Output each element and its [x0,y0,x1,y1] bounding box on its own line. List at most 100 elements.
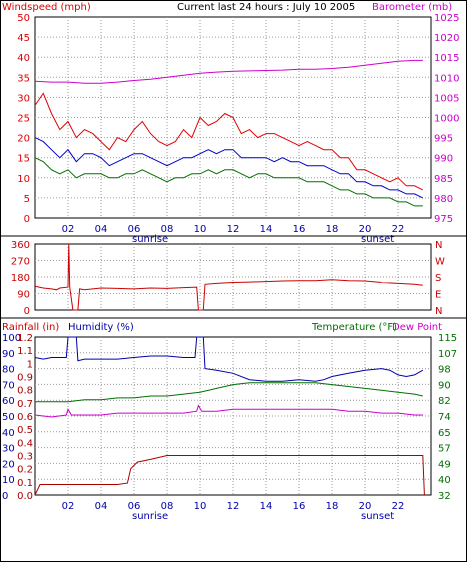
temperature-tick: 98 [438,365,451,376]
barometer-tick: 1025 [434,13,459,24]
temperature-tick: 65 [438,428,451,439]
sunrise-label-3: sunrise [132,511,168,522]
x-tick-label: 16 [293,501,306,512]
direction-series [34,243,423,311]
windspeed-axis-label: Windspeed (mph) [2,2,91,13]
baro-series-line [34,59,423,84]
humidity-tick: 100 [2,333,21,344]
humidity-tick: 10 [2,475,15,486]
avg-series-line [34,137,424,199]
direction-compass-tick: S [435,273,441,284]
x-tick-label: 10 [194,501,207,512]
rainfall-tick: 0.2 [17,465,33,476]
windspeed-tick: 30 [17,93,30,104]
windspeed-tick: 35 [17,73,30,84]
rainfall-tick: 0.5 [17,425,33,436]
x-tick-label: 18 [326,224,339,235]
barometer-tick: 1015 [434,53,459,64]
humidity-tick: 40 [2,428,15,439]
x-tick-label: 20 [359,501,372,512]
x-tick-label: 18 [326,501,339,512]
climate-panel-grid [35,337,431,495]
windspeed-tick: 0 [24,214,30,225]
x-tick-label: 16 [293,224,306,235]
barometer-tick: 1005 [434,93,459,104]
x-tick-label: 08 [161,501,174,512]
climate-series [34,336,425,496]
windspeed-tick: 45 [17,33,30,44]
sunrise-label-1: sunrise [132,234,168,245]
x-tick-label: 14 [260,224,273,235]
humidity-axis-label: Humidity (%) [68,322,134,333]
sunset-label-1: sunset [361,234,394,245]
x-tick-label: 06 [128,224,141,235]
temperature-axis-label: Temperature (°F) [311,322,397,333]
windspeed-tick: 20 [17,134,30,145]
x-tick-label: 04 [95,224,108,235]
barometer-tick: 975 [434,214,453,225]
temperature-tick: 32 [438,491,451,502]
barometer-axis-label: Barometer (mb) [372,2,452,13]
temperature-tick: 49 [438,459,451,470]
direction-degree-tick: 90 [17,290,30,301]
rainfall-tick: 1 [27,359,33,370]
barometer-tick: 1010 [434,73,459,84]
humidity-tick: 20 [2,459,15,470]
gust-series-line [34,92,424,191]
barometer-tick: 1020 [434,33,459,44]
direction-degree-tick: 270 [11,257,30,268]
sunset-label-3: sunset [361,511,394,522]
dewpoint-axis-label: Dew Point [392,322,442,333]
temperature-tick: 57 [438,444,451,455]
temperature-tick: 107 [438,349,457,360]
wind-series [34,59,424,207]
temperature-tick: 40 [438,475,451,486]
temperature-tick: 74 [438,412,451,423]
rainfall-tick: 0.6 [17,412,33,423]
rain-series-line [34,455,425,496]
dew-series-line [34,404,423,418]
x-tick-label: 22 [392,501,405,512]
x-tick-label: 06 [128,501,141,512]
rainfall-tick: 0.4 [17,438,33,449]
x-tick-label: 10 [194,224,207,235]
low-series-line [34,157,423,207]
windspeed-tick: 10 [17,174,30,185]
barometer-tick: 985 [434,174,453,185]
direction-degree-tick: 0 [24,306,30,317]
wind-x-ticks: 02 04 06 08 10 12 14 16 18 20 22 [62,224,405,235]
direction-compass-tick: N [435,240,442,251]
direction-degree-ticks: 360 270 180 90 0 [11,240,30,317]
x-tick-label: 04 [95,501,108,512]
rainfall-tick: 1.2 [17,333,33,344]
rainfall-axis-label: Rainfall (in) [2,322,59,333]
x-tick-label: 14 [260,501,273,512]
windspeed-tick: 50 [17,13,30,24]
windspeed-tick: 40 [17,53,30,64]
rainfall-tick: 0.7 [17,399,33,410]
x-tick-label: 12 [227,224,240,235]
rainfall-ticks: 1.2 1.1 1 0.9 0.8 0.7 0.6 0.5 0.4 0.3 0.2 0.1 0.0 [17,333,33,502]
rainfall-tick: 0.3 [17,452,33,463]
barometer-ticks: 1025 1020 1015 1010 1005 1000 995 990 985 980 975 [434,13,459,225]
direction-degree-tick: 180 [11,273,30,284]
humidity-tick: 70 [2,380,15,391]
direction-compass-tick: N [435,306,442,317]
humidity-tick: 0 [2,491,8,502]
barometer-tick: 1000 [434,114,459,125]
rainfall-tick: 0.8 [17,386,33,397]
rainfall-tick: 0.1 [17,478,33,489]
x-tick-label: 02 [62,501,75,512]
windspeed-tick: 15 [17,154,30,165]
chart-title: Current last 24 hours : July 10 2005 [177,2,355,13]
direction-panel-grid [35,244,431,310]
humidity-tick: 50 [2,412,15,423]
climate-x-ticks: 02 04 06 08 10 12 14 16 18 20 22 [62,501,405,512]
temperature-ticks: 115 107 98 90 82 74 65 57 49 40 32 [438,333,457,502]
x-tick-label: 20 [359,224,372,235]
x-tick-label: 02 [62,224,75,235]
